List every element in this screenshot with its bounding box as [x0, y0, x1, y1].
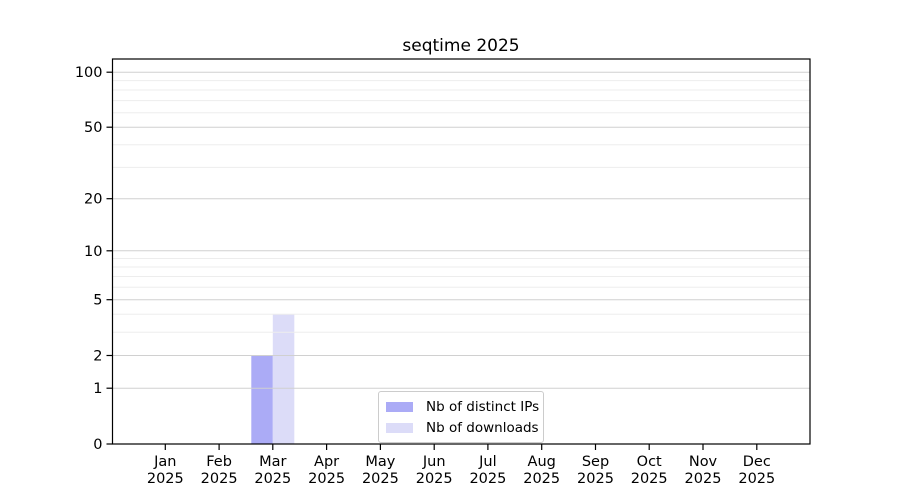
x-tick-label-month: Feb	[206, 454, 232, 470]
legend-swatch-downloads-icon	[386, 422, 413, 433]
legend: Nb of distinct IPs Nb of downloads	[378, 391, 544, 443]
y-tick-label: 20	[84, 192, 102, 208]
bar-nb-of-downloads-mar	[272, 314, 295, 444]
bar-nb-of-distinct-ips-mar	[251, 355, 273, 444]
y-tick-label: 1	[93, 381, 102, 397]
legend-label-downloads: Nb of downloads	[426, 419, 539, 436]
plot-border	[111, 58, 811, 445]
x-tick-label-year: 2025	[416, 471, 453, 487]
x-tick-label-year: 2025	[523, 471, 560, 487]
x-tick-label-month: Jul	[478, 454, 497, 470]
gridlines-layer	[112, 71, 810, 389]
x-tick-label-year: 2025	[738, 471, 775, 487]
legend-swatch-distinct-ips-icon	[386, 401, 413, 412]
x-tick-label-month: Mar	[259, 454, 286, 470]
plot-frame-layer	[111, 58, 811, 445]
x-tick-label-year: 2025	[147, 471, 184, 487]
x-tick-label-month: Dec	[743, 454, 771, 470]
x-tick-label-year: 2025	[201, 471, 238, 487]
x-tick-label-year: 2025	[254, 471, 291, 487]
bars-layer	[251, 314, 295, 444]
y-tick-label: 0	[93, 437, 102, 453]
legend-item-downloads: Nb of downloads	[386, 418, 539, 437]
x-tick-label-year: 2025	[631, 471, 668, 487]
x-tick-label-year: 2025	[469, 471, 506, 487]
x-tick-label-month: Apr	[314, 454, 339, 470]
legend-label-distinct-ips: Nb of distinct IPs	[426, 398, 540, 415]
chart-title: seqtime 2025	[402, 36, 519, 56]
legend-item-distinct-ips: Nb of distinct IPs	[386, 397, 539, 416]
x-tick-label-year: 2025	[362, 471, 399, 487]
x-tick-label-month: Jan	[153, 454, 176, 470]
y-tick-label: 50	[84, 120, 102, 136]
x-tick-label-month: Aug	[528, 454, 556, 470]
x-tick-label-year: 2025	[308, 471, 345, 487]
x-tick-label-month: May	[365, 454, 395, 470]
y-tick-label: 5	[93, 293, 102, 309]
x-tick-label-month: Sep	[582, 454, 609, 470]
x-tick-label-month: Oct	[637, 454, 662, 470]
x-tick-label-year: 2025	[685, 471, 722, 487]
x-tick-label-month: Nov	[689, 454, 718, 470]
y-tick-label: 10	[84, 244, 102, 260]
y-tick-label: 100	[75, 65, 103, 81]
y-tick-label: 2	[93, 349, 102, 365]
axis-ticks-layer: 0125102050100Jan2025Feb2025Mar2025Apr202…	[75, 65, 775, 487]
x-tick-label-month: Jun	[422, 454, 446, 470]
x-tick-label-year: 2025	[577, 471, 614, 487]
